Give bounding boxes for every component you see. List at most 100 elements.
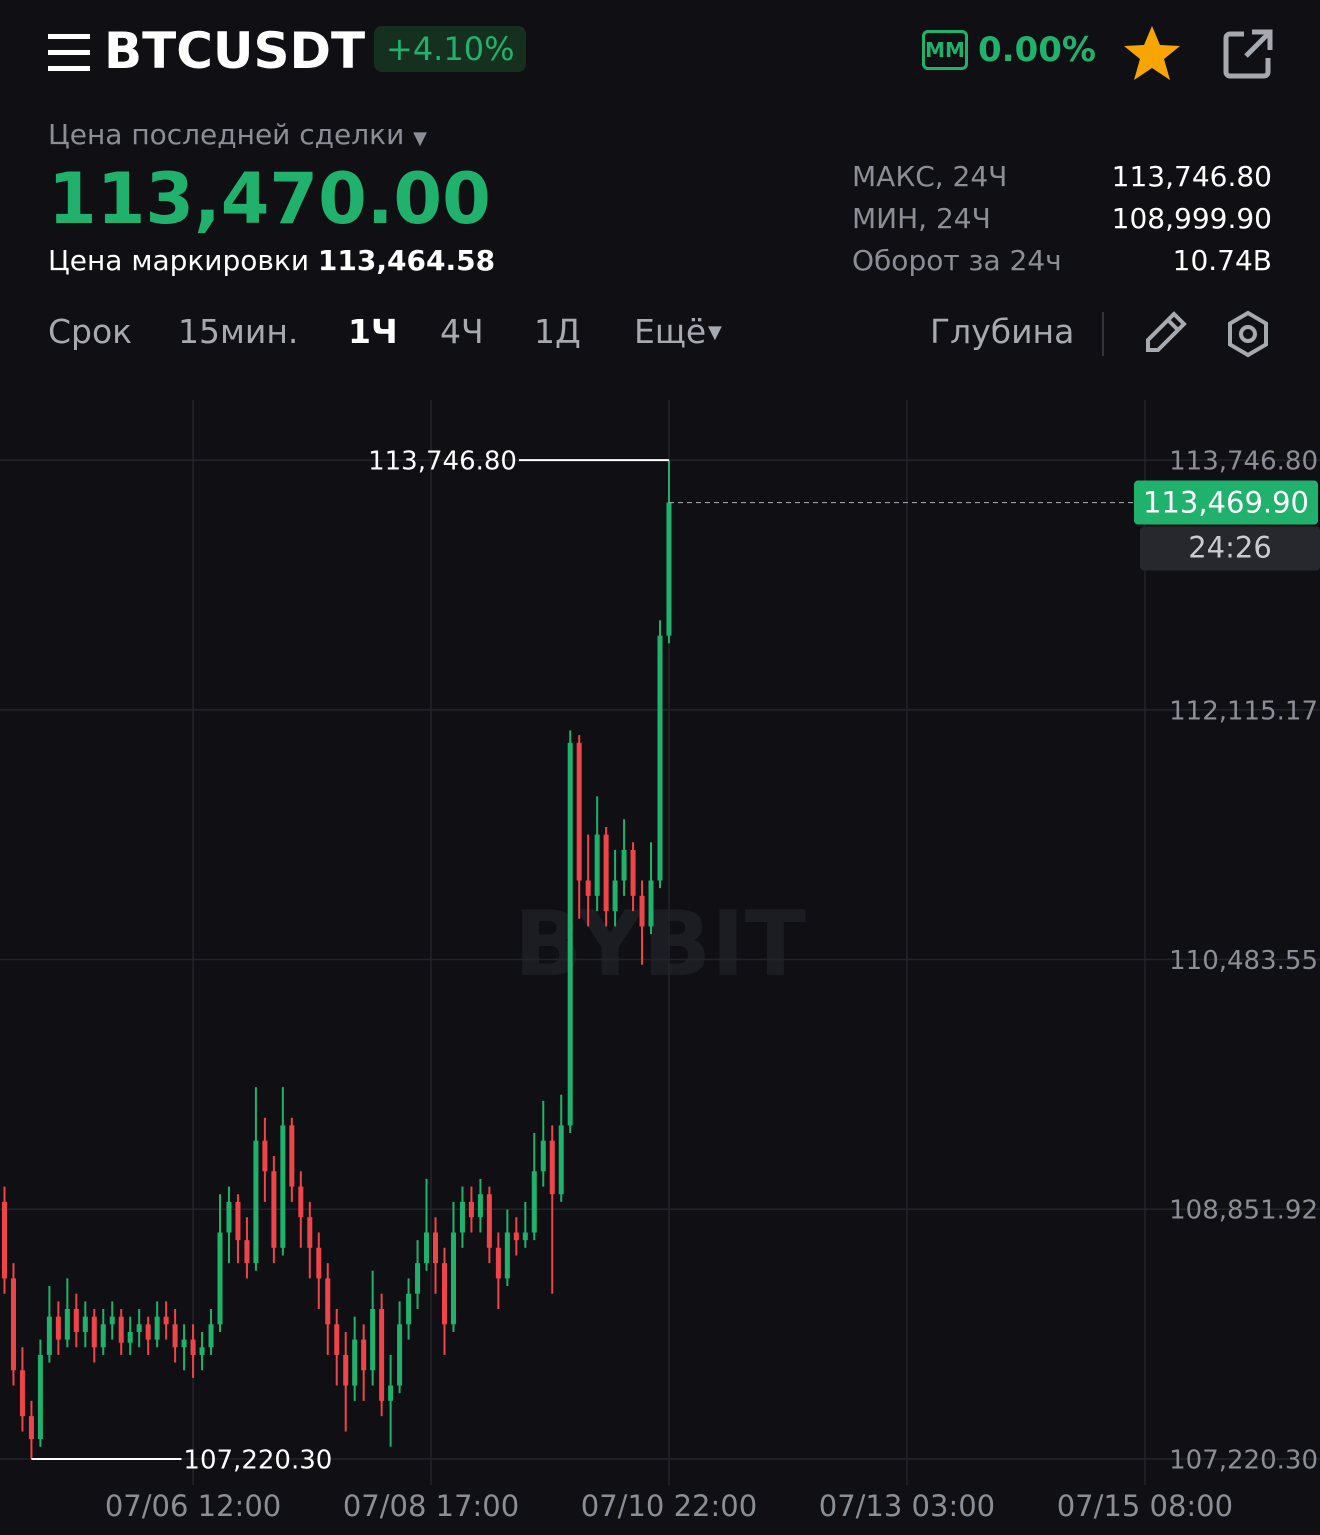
candle-body [594, 834, 600, 896]
mark-price: Цена маркировки 113,464.58 [48, 244, 495, 277]
candle-body [226, 1201, 232, 1233]
mark-label: Цена маркировки [48, 244, 310, 277]
stat-label: МИН, 24Ч [852, 202, 991, 235]
tab[interactable]: Срок [48, 312, 133, 351]
candle-body [415, 1263, 421, 1294]
candle-body [37, 1354, 43, 1440]
candle-body [459, 1201, 465, 1233]
candle-body [361, 1339, 367, 1371]
candle-body [316, 1247, 322, 1279]
stat-value: 10.74B [1172, 244, 1272, 277]
candle-body [28, 1416, 34, 1440]
candle-body [19, 1370, 25, 1417]
tab[interactable]: 1Ч [348, 312, 398, 351]
candle-body [91, 1316, 97, 1348]
candlestick-chart: BYBIT 07/06 12:00 07/08 17:00 07/10 22:00 07… [0, 400, 1320, 1523]
candle-body [82, 1316, 88, 1332]
candle-body [55, 1316, 61, 1340]
candle-body [262, 1140, 268, 1172]
countdown-tag [1140, 526, 1320, 571]
mm-badge[interactable]: MM [922, 30, 968, 70]
x-tick-label: 07/10 22:00 [581, 1489, 757, 1523]
candle-body [630, 849, 636, 896]
watermark: BYBIT [514, 892, 806, 997]
tab[interactable]: Ещё [634, 312, 707, 351]
candle-body [477, 1194, 483, 1218]
candle-body [495, 1247, 501, 1279]
price-label[interactable]: Цена последней сделки ▼ [48, 118, 428, 151]
divider [1102, 312, 1104, 356]
candle-body [433, 1232, 439, 1264]
menu-icon[interactable] [48, 34, 90, 72]
candle-body [208, 1324, 214, 1348]
symbol[interactable]: BTCUSDT [104, 22, 366, 80]
candle-body [549, 1140, 555, 1195]
candle-body [235, 1201, 241, 1241]
candle-body [388, 1385, 394, 1401]
y-tick-label: 107,220.30 [1169, 1445, 1318, 1475]
candle-body [585, 880, 591, 896]
candle-body [567, 742, 573, 1126]
candle-body [325, 1278, 331, 1325]
candle-body [145, 1324, 151, 1340]
candle-body [666, 502, 672, 636]
candle-body [504, 1232, 510, 1279]
y-tick-label: 113,746.80 [1169, 447, 1318, 477]
candle-body [190, 1339, 196, 1355]
candle-body [154, 1316, 160, 1340]
candle-body [558, 1125, 564, 1195]
candle-body [370, 1309, 376, 1371]
last-price-tag [1134, 480, 1318, 525]
last-price: 113,470.00 [48, 158, 491, 240]
candle-body [217, 1232, 223, 1325]
depth-tab[interactable]: Глубина [930, 312, 1075, 351]
candle-body [450, 1232, 456, 1325]
stat-label: Оборот за 24ч [852, 244, 1062, 277]
candle-body [648, 880, 654, 927]
candle-body [253, 1140, 259, 1264]
annotation-label: 113,746.80 [368, 447, 517, 477]
candle-body [109, 1316, 115, 1325]
stat-value: 108,999.90 [1111, 202, 1272, 235]
candle-body [531, 1171, 537, 1233]
candle-body [603, 834, 609, 912]
stat-value: 113,746.80 [1111, 160, 1272, 193]
candle-body [199, 1347, 205, 1355]
settings-icon[interactable] [1224, 310, 1272, 358]
candle-body [334, 1324, 340, 1355]
candle-body [10, 1278, 16, 1371]
candle-body [621, 849, 627, 881]
candle-body [298, 1186, 304, 1218]
candle-body [379, 1309, 385, 1401]
candle-body [424, 1232, 430, 1264]
share-icon[interactable] [1222, 28, 1274, 80]
candle-body [244, 1240, 250, 1264]
candle-body [657, 635, 663, 881]
annotation-label: 107,220.30 [183, 1445, 332, 1475]
candle-body [468, 1201, 474, 1218]
candle-body [1, 1201, 7, 1279]
candle-body [406, 1293, 412, 1325]
y-tick-label: 110,483.55 [1169, 946, 1318, 976]
mm-value: 0.00% [978, 30, 1096, 70]
x-tick-label: 07/06 12:00 [105, 1489, 281, 1523]
draw-icon[interactable] [1142, 310, 1188, 356]
candle-body [513, 1232, 519, 1241]
candle-body [639, 895, 645, 927]
candle-body [352, 1339, 358, 1386]
candle-body [397, 1324, 403, 1386]
candle-body [73, 1309, 79, 1332]
candle-body [163, 1316, 169, 1325]
tab[interactable]: 15мин. [178, 312, 299, 351]
tab[interactable]: 1Д [534, 312, 581, 351]
price-label-text: Цена последней сделки [48, 118, 405, 151]
favorite-star[interactable] [1122, 24, 1182, 82]
candle-body [127, 1331, 133, 1343]
last-price-label: 113,469.90 [1143, 486, 1309, 520]
candle-body [172, 1324, 178, 1348]
y-tick-label: 112,115.17 [1169, 696, 1318, 726]
candle-body [307, 1217, 313, 1248]
tab[interactable]: 4Ч [440, 312, 484, 351]
candle-body [100, 1324, 106, 1348]
